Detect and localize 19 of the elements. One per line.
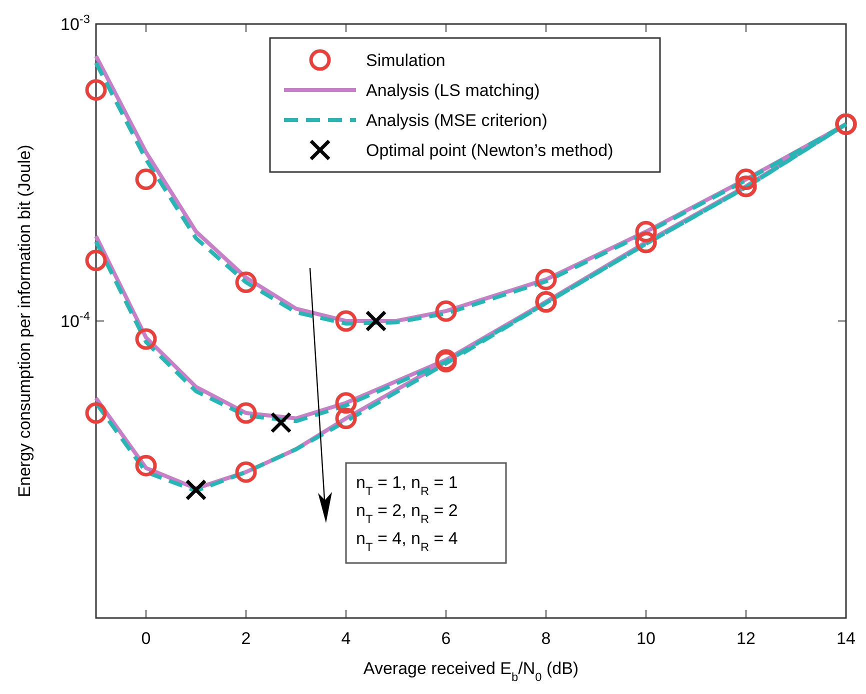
y-axis-title: Energy consumption per information bit (Joule): [15, 144, 34, 498]
x-tick-label: 0: [141, 629, 151, 648]
legend-label: Optimal point (Newton’s method): [366, 141, 614, 160]
legend-label: Analysis (MSE criterion): [366, 111, 548, 130]
x-tick-label: 2: [241, 629, 251, 648]
annotation: n$_{T}$ = 1, n$_{R}$ = 1: [356, 473, 458, 498]
x-tick-label: 8: [541, 629, 551, 648]
y-tick-label: 10$^{-4}$: [60, 309, 90, 331]
x-tick-label: 10: [636, 629, 656, 648]
legend-label: Simulation: [366, 51, 446, 70]
legend-label: Analysis (LS matching): [366, 81, 540, 100]
annotation: n$_{T}$ = 2, n$_{R}$ = 2: [356, 501, 458, 526]
x-tick-label: 6: [441, 629, 451, 648]
x-axis-title: Average received E$_{b}$/N$_{0}$ (dB): [363, 659, 579, 684]
x-tick-label: 12: [736, 629, 756, 648]
x-tick-label: 4: [341, 629, 351, 648]
x-tick-label: 14: [836, 629, 856, 648]
annotation: n$_{T}$ = 4, n$_{R}$ = 4: [356, 529, 458, 554]
y-tick-label: 10$^{-3}$: [60, 12, 90, 34]
